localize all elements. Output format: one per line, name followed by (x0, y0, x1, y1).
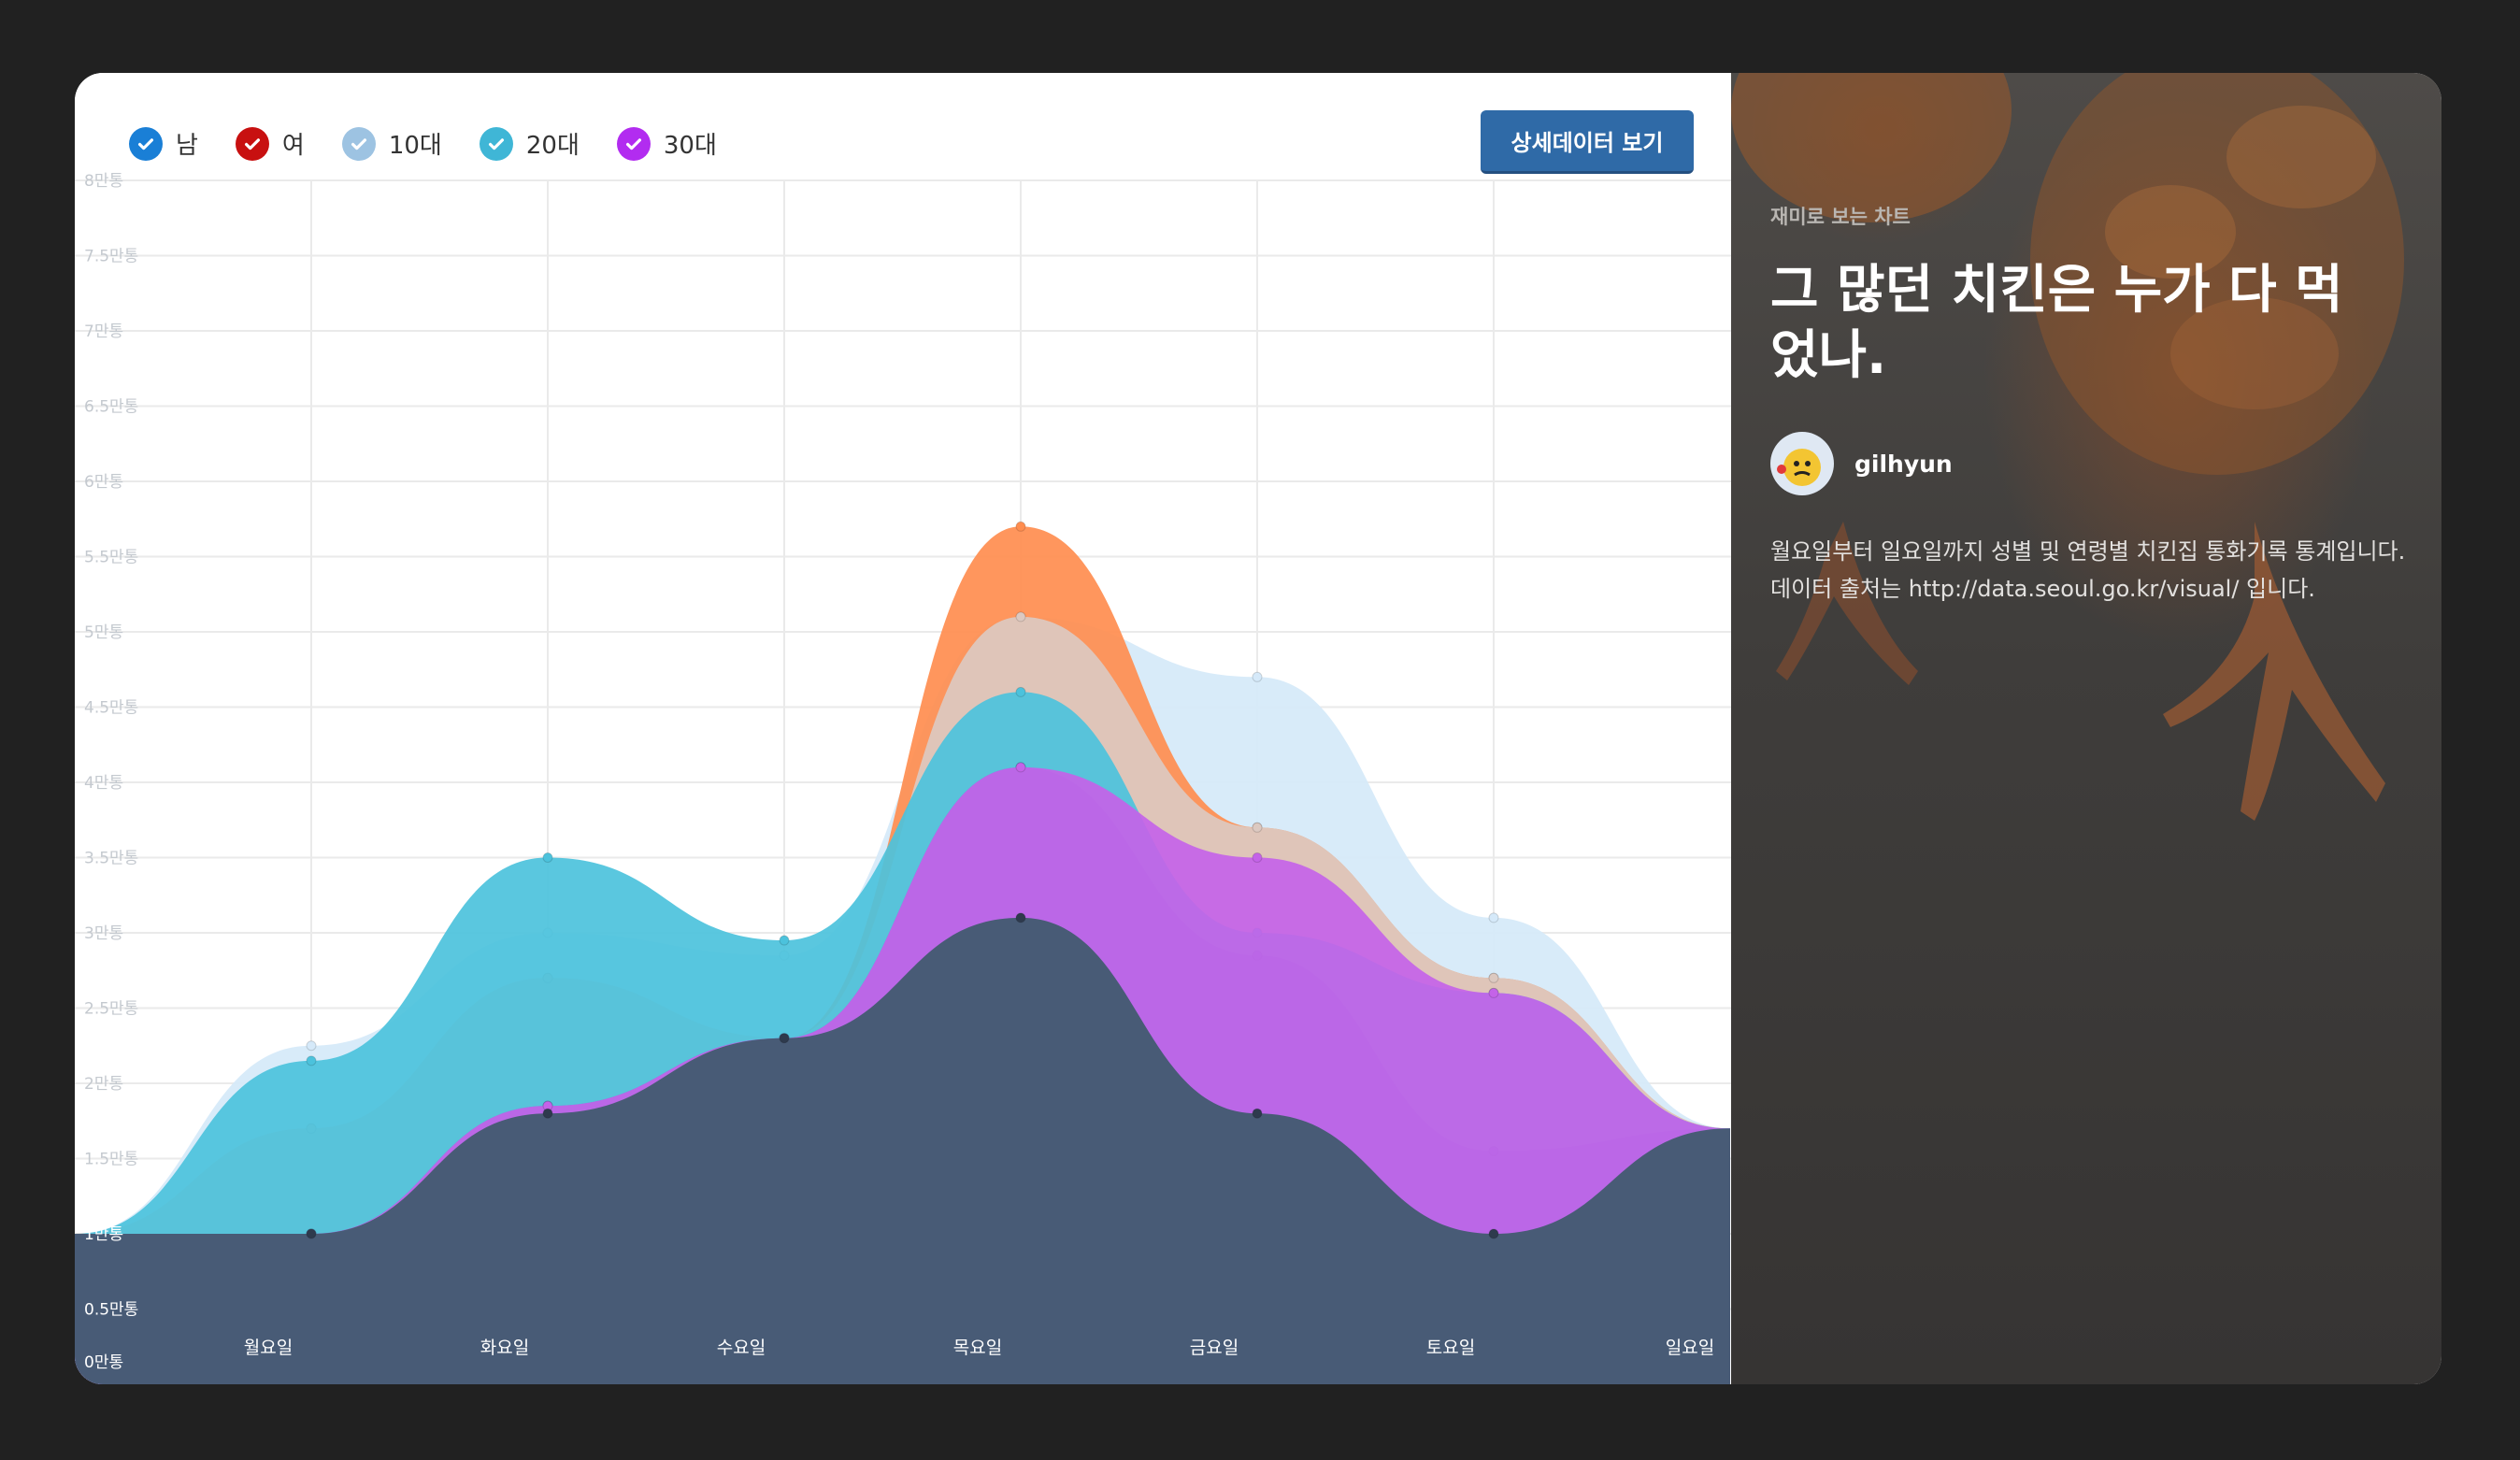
avatar (1770, 432, 1834, 495)
x-tick-label: 일요일 (1666, 1338, 1714, 1358)
x-tick-label: 토요일 (1426, 1338, 1475, 1358)
x-tick-label: 수요일 (717, 1338, 766, 1358)
x-tick-label: 화요일 (480, 1338, 529, 1358)
data-point (1015, 611, 1026, 623)
y-tick-label: 4만통 (84, 774, 123, 793)
chart-panel: 0만통 0.5만통 1만통 1.5만통 2만통 2.5만통 3만통 3.5만통 4만통 4.5만통… (75, 73, 1731, 1384)
data-point (779, 1033, 790, 1044)
data-point (306, 1228, 317, 1239)
x-tick-label: 목요일 (953, 1338, 1002, 1358)
chicken-illustration (1731, 73, 2404, 821)
y-tick-label: 1.5만통 (84, 1151, 138, 1169)
data-point (779, 935, 790, 946)
detail-data-button[interactable]: 상세데이터 보기 (1481, 110, 1694, 174)
legend-item-twenties[interactable]: 20대 (479, 126, 580, 161)
data-point (1015, 521, 1026, 532)
legend-label: 10대 (388, 132, 442, 160)
y-tick-label: 7만통 (84, 322, 123, 341)
y-tick-label: 5.5만통 (84, 549, 138, 567)
legend-item-teens[interactable]: 10대 (341, 126, 442, 161)
area-chart: 0만통 0.5만통 1만통 1.5만통 2만통 2.5만통 3만통 3.5만통 4만통 4.5만통… (75, 172, 1731, 1384)
data-point (542, 1108, 553, 1119)
data-point (1488, 972, 1499, 983)
chart-card: 0만통 0.5만통 1만통 1.5만통 2만통 2.5만통 3만통 3.5만통 4만통 4.5만통… (75, 73, 2441, 1384)
y-tick-label: 2만통 (84, 1075, 123, 1094)
data-point (1488, 1228, 1499, 1239)
data-point (1252, 1108, 1263, 1119)
data-point (1488, 987, 1499, 998)
y-tick-label: 2.5만통 (84, 1000, 138, 1019)
check-icon (129, 126, 163, 161)
y-tick-label: 0만통 (84, 1353, 123, 1372)
check-icon (479, 126, 513, 161)
info-panel: 재미로 보는 차트 그 많던 치킨은 누가 다 먹었나. gilhyun 월요일… (1731, 73, 2441, 1384)
chart-legend: 남 여 10대 20대 (129, 126, 717, 161)
legend-item-male[interactable]: 남 (129, 126, 198, 161)
data-point (1015, 762, 1026, 773)
y-tick-label: 6만통 (84, 473, 123, 492)
page-title: 그 많던 치킨은 누가 다 먹었나. (1770, 260, 2343, 386)
series-area (75, 917, 1730, 1384)
y-tick-label: 6.5만통 (84, 398, 138, 417)
data-point (1488, 912, 1499, 923)
data-point (1015, 686, 1026, 697)
legend-item-thirties[interactable]: 30대 (616, 126, 717, 161)
data-point (542, 852, 553, 863)
check-icon (616, 126, 651, 161)
legend-item-female[interactable]: 여 (235, 126, 305, 161)
y-tick-label: 5만통 (84, 623, 123, 642)
y-tick-label: 8만통 (84, 172, 123, 191)
data-point (1252, 671, 1263, 682)
data-point (1252, 822, 1263, 833)
author-name: gilhyun (1854, 450, 1953, 478)
y-tick-label: 7.5만통 (84, 248, 138, 266)
legend-label: 30대 (663, 132, 717, 160)
x-tick-label: 월요일 (244, 1338, 293, 1358)
y-tick-label: 4.5만통 (84, 699, 138, 718)
y-tick-label: 3만통 (84, 924, 123, 943)
data-point (1015, 912, 1026, 923)
x-tick-label: 금요일 (1190, 1338, 1239, 1358)
author[interactable]: gilhyun (1770, 432, 1953, 495)
y-tick-label: 1만통 (84, 1225, 123, 1244)
y-tick-label: 0.5만통 (84, 1301, 138, 1320)
legend-label: 남 (176, 132, 198, 160)
description: 월요일부터 일요일까지 성별 및 연령별 치킨집 통화기록 통계입니다. 데이터… (1770, 538, 2406, 602)
legend-label: 여 (281, 132, 305, 160)
data-point (306, 1040, 317, 1052)
y-tick-label: 3.5만통 (84, 850, 138, 868)
check-icon (341, 126, 376, 161)
legend-label: 20대 (525, 132, 580, 160)
check-icon (235, 126, 269, 161)
data-point (1252, 852, 1263, 863)
eyebrow-label: 재미로 보는 차트 (1770, 206, 1911, 228)
data-point (306, 1055, 317, 1066)
